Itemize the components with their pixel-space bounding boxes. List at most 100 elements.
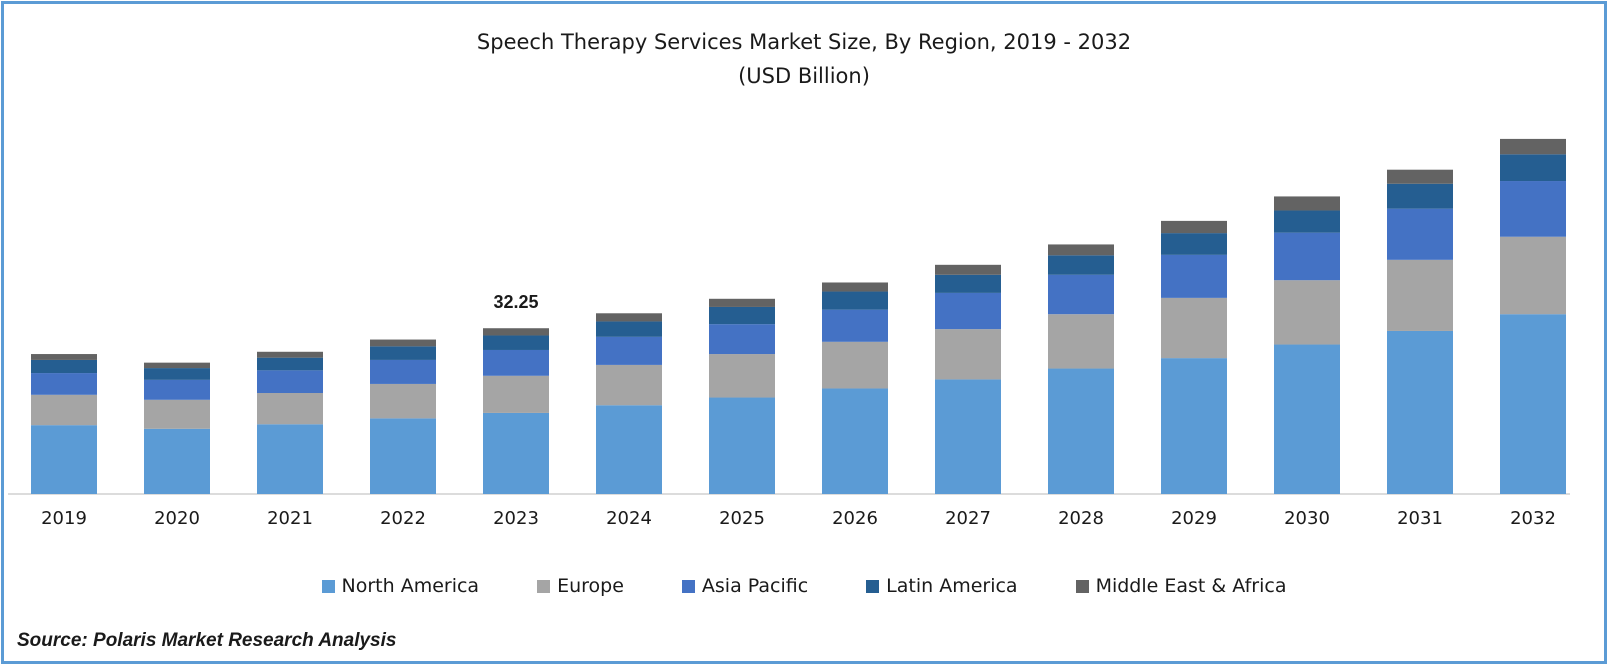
bar-segment-2025-4 (709, 298, 775, 307)
bar-segment-2028-2 (1048, 274, 1114, 315)
x-tick-label: 2022 (380, 508, 426, 529)
legend-item: Latin America (866, 575, 1018, 597)
bar-segment-2024-0 (596, 405, 662, 494)
bar-segment-2030-0 (1274, 344, 1340, 494)
bar-segment-2025-3 (709, 306, 775, 325)
bar-segment-2032-2 (1500, 181, 1566, 237)
bar-segment-2019-0 (31, 425, 97, 494)
bar-segment-2029-4 (1161, 220, 1227, 234)
bar-segment-2024-2 (596, 336, 662, 365)
legend-label: Middle East & Africa (1095, 575, 1287, 597)
x-tick-label: 2027 (945, 508, 991, 529)
bar-segment-2032-0 (1500, 314, 1566, 494)
bar-segment-2022-4 (370, 339, 436, 347)
bar-segment-2029-2 (1161, 254, 1227, 298)
bar-segment-2028-3 (1048, 255, 1114, 275)
bar-segment-2022-1 (370, 383, 436, 419)
bar-segment-2022-0 (370, 418, 436, 494)
bar-segment-2032-1 (1500, 236, 1566, 315)
bar-segment-2031-3 (1387, 183, 1453, 209)
bar-segment-2020-3 (144, 368, 210, 380)
source-note: Source: Polaris Market Research Analysis (17, 630, 397, 651)
bar-segment-2032-4 (1500, 138, 1566, 155)
legend-label: North America (341, 575, 480, 597)
x-tick-label: 2029 (1171, 508, 1217, 529)
x-tick-label: 2025 (719, 508, 765, 529)
x-tick-label: 2024 (606, 508, 652, 529)
x-tick-label: 2021 (267, 508, 313, 529)
legend-item: North America (321, 575, 480, 597)
bar-segment-2025-2 (709, 324, 775, 355)
x-tick-label: 2026 (832, 508, 878, 529)
x-tick-label: 2020 (154, 508, 200, 529)
bar-segment-2028-1 (1048, 314, 1114, 369)
bar-segment-2026-0 (822, 388, 888, 494)
bar-segment-2026-1 (822, 341, 888, 389)
x-tick-label: 2030 (1284, 508, 1330, 529)
bar-segment-2027-0 (935, 379, 1001, 494)
bar-segment-2024-1 (596, 364, 662, 406)
bar-segment-2020-4 (144, 362, 210, 369)
legend-label: Latin America (886, 575, 1018, 597)
chart-legend: North America Europe Asia Pacific Latin Ame… (0, 575, 1608, 597)
legend-item: Middle East & Africa (1075, 575, 1287, 597)
bar-segment-2023-1 (483, 375, 549, 413)
x-tick-label: 2023 (493, 508, 539, 529)
chart-subtitle: (USD Billion) (738, 64, 870, 88)
x-tick-label: 2028 (1058, 508, 1104, 529)
bar-segment-2024-4 (596, 313, 662, 322)
bar-segment-2025-0 (709, 397, 775, 494)
bar-segment-2022-3 (370, 346, 436, 360)
x-tick-label: 2032 (1510, 508, 1556, 529)
bar-segment-2023-0 (483, 412, 549, 494)
legend-item: Asia Pacific (681, 575, 809, 597)
bar-segment-2026-4 (822, 282, 888, 292)
bar-segment-2028-0 (1048, 368, 1114, 494)
bar-segment-2021-2 (257, 370, 323, 393)
data-label: 32.25 (493, 292, 538, 312)
chart-title: Speech Therapy Services Market Size, By … (476, 30, 1132, 54)
bar-segment-2031-2 (1387, 208, 1453, 260)
bar-segment-2028-4 (1048, 244, 1114, 256)
bar-segment-2029-0 (1161, 358, 1227, 494)
bar-segment-2019-1 (31, 394, 97, 426)
bar-segment-2019-4 (31, 354, 97, 360)
bar-segment-2031-4 (1387, 169, 1453, 184)
bar-segment-2027-3 (935, 274, 1001, 293)
legend-swatch (1075, 579, 1089, 593)
bar-segment-2026-3 (822, 291, 888, 310)
bar-segment-2032-3 (1500, 154, 1566, 182)
bar-segment-2031-0 (1387, 330, 1453, 494)
bar-segment-2021-4 (257, 351, 323, 358)
legend-swatch (321, 579, 335, 593)
bar-segment-2023-4 (483, 328, 549, 336)
bar-segment-2020-2 (144, 379, 210, 400)
bar-segment-2031-1 (1387, 259, 1453, 331)
legend-swatch (537, 579, 551, 593)
bar-segment-2021-0 (257, 424, 323, 494)
bar-segment-2023-3 (483, 335, 549, 350)
bar-segment-2021-3 (257, 357, 323, 371)
bar-segment-2019-3 (31, 359, 97, 374)
bar-segment-2030-1 (1274, 280, 1340, 345)
bar-segment-2029-3 (1161, 233, 1227, 255)
bar-segment-2020-0 (144, 428, 210, 494)
x-tick-label: 2031 (1397, 508, 1443, 529)
bar-segment-2030-4 (1274, 196, 1340, 211)
bar-segment-2020-1 (144, 399, 210, 429)
bar-segment-2027-1 (935, 329, 1001, 380)
bar-segment-2027-2 (935, 292, 1001, 330)
legend-label: Europe (557, 575, 624, 597)
legend-item: Europe (537, 575, 624, 597)
bar-segment-2022-2 (370, 359, 436, 384)
bar-segment-2030-3 (1274, 210, 1340, 233)
legend-swatch (681, 579, 695, 593)
bar-segment-2030-2 (1274, 232, 1340, 281)
bar-segment-2021-1 (257, 392, 323, 425)
legend-swatch (866, 579, 880, 593)
legend-label: Asia Pacific (701, 575, 809, 597)
bar-segment-2025-1 (709, 354, 775, 398)
x-tick-label: 2019 (41, 508, 87, 529)
bar-segment-2026-2 (822, 309, 888, 342)
